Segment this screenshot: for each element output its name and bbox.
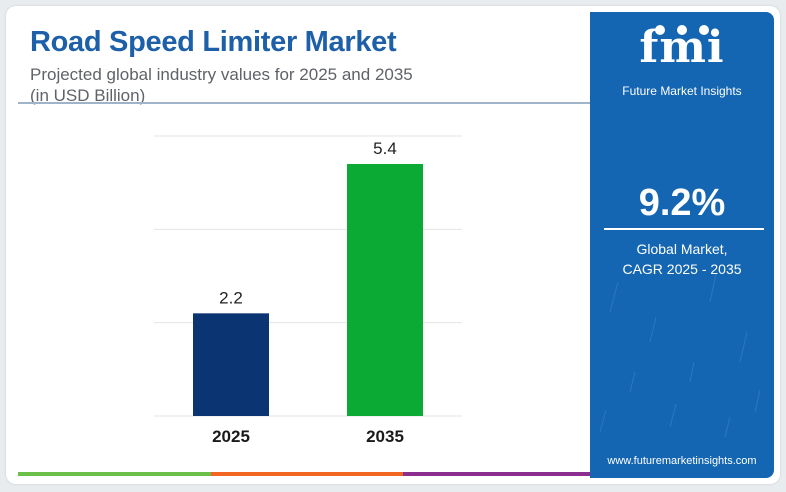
logo-dots	[655, 25, 709, 35]
subtitle-line-2: (in USD Billion)	[30, 86, 146, 105]
panel-texture	[599, 273, 761, 438]
data-label-2025: 2.2	[219, 288, 243, 307]
bottom-color-bar	[18, 472, 597, 476]
fmi-logo: fmi	[639, 22, 725, 73]
cagr-label: Global Market, CAGR 2025 - 2035	[590, 239, 774, 279]
logo-dot-icon	[655, 25, 665, 35]
logo-dot-icon	[677, 25, 687, 35]
infographic-card: Road Speed Limiter Market Projected glob…	[6, 6, 780, 484]
bottom-bar-segment	[210, 472, 404, 476]
bottom-bar-segment	[403, 472, 597, 476]
website-link[interactable]: www.futuremarketinsights.com	[607, 455, 757, 467]
chart-subtitle: Projected global industry values for 202…	[30, 64, 530, 106]
logo-text: Future Market Insights	[622, 84, 742, 98]
x-tick-label-2025: 2025	[212, 427, 250, 446]
cagr-divider	[604, 228, 764, 230]
cagr-label-line-1: Global Market,	[636, 241, 728, 257]
subtitle-line-1: Projected global industry values for 202…	[30, 65, 413, 84]
x-tick-label-2035: 2035	[366, 427, 404, 446]
brand-panel: fmi Future Market Insights 9.2% Global M…	[590, 12, 774, 478]
data-label-2035: 5.4	[373, 139, 397, 158]
title-divider	[18, 102, 596, 104]
cagr-label-line-2: CAGR 2025 - 2035	[622, 261, 742, 277]
bar-chart: 2.2 2025 5.4 2035	[154, 135, 462, 446]
cagr-value: 9.2%	[638, 182, 726, 224]
bar-2025	[193, 313, 269, 416]
logo-dot-icon	[699, 25, 709, 35]
chart-title: Road Speed Limiter Market	[30, 26, 397, 58]
bottom-bar-segment	[18, 472, 211, 476]
bar-2035	[347, 164, 423, 416]
